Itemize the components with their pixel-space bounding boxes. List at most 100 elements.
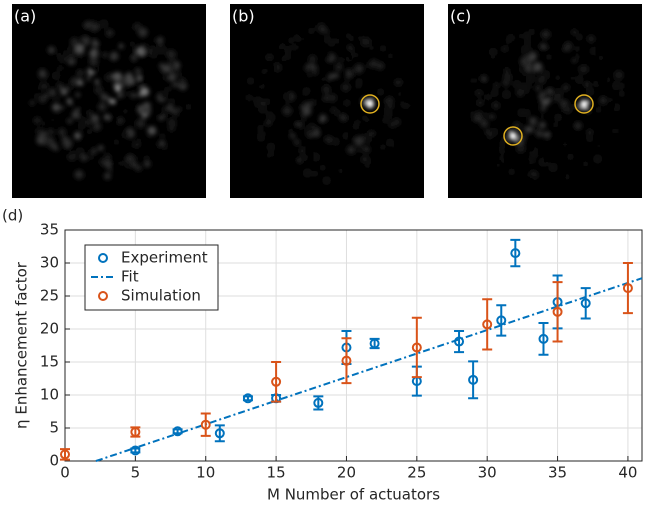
speckle-grain — [253, 101, 261, 108]
speckle-grain — [78, 135, 83, 141]
speckle-grain — [311, 64, 317, 70]
speckle-grain — [303, 47, 311, 55]
speckle-grain — [346, 145, 356, 154]
speckle-grain — [29, 100, 35, 106]
speckle-grain — [116, 34, 122, 40]
speckle-grain — [351, 27, 356, 32]
focus-ring — [574, 94, 594, 114]
speckle-grain — [149, 144, 159, 155]
speckle-grain — [520, 162, 526, 168]
speckle-grain — [388, 121, 396, 129]
speckle-grain — [118, 43, 124, 49]
speckle-grain — [59, 105, 65, 110]
speckle-grain — [473, 85, 478, 90]
speckle-grain — [41, 121, 47, 126]
speckle-grain — [137, 27, 148, 38]
speckle-grain — [162, 75, 168, 81]
speckle-grain — [608, 63, 618, 72]
speckle-grain — [532, 103, 539, 109]
speckle-grain — [369, 59, 379, 69]
y-tick-label: 10 — [40, 386, 59, 404]
speckle-grain — [481, 55, 490, 64]
speckle-grain — [122, 108, 129, 114]
speckle-grain — [97, 102, 107, 112]
speckle-grain — [78, 51, 85, 58]
speckle-grain — [539, 114, 545, 119]
speckle-grain — [315, 100, 326, 110]
speckle-grain — [67, 29, 73, 35]
speckle-image: (b) — [230, 4, 424, 198]
speckle-grain — [316, 120, 325, 128]
speckle-grain — [302, 106, 312, 116]
speckle-grain — [135, 118, 146, 129]
speckle-grain — [517, 123, 524, 130]
speckle-grain — [166, 64, 171, 70]
speckle-grain — [495, 37, 501, 42]
speckle-grain — [158, 62, 165, 70]
speckle-grain — [355, 164, 361, 169]
speckle-grain — [525, 164, 532, 171]
speckle-grain — [290, 133, 296, 139]
speckle-grain — [170, 112, 175, 118]
speckle-grain — [77, 107, 88, 118]
speckle-grain — [536, 75, 546, 85]
speckle-grain — [333, 109, 341, 117]
y-tick-label: 15 — [40, 353, 59, 371]
y-tick-label: 0 — [49, 452, 59, 470]
speckle — [26, 18, 192, 184]
speckle-grain — [76, 69, 84, 77]
error-bar — [510, 238, 521, 268]
speckle-grain — [503, 152, 512, 162]
speckle-grain — [490, 88, 499, 98]
y-tick-label: 25 — [40, 287, 59, 305]
speckle-grain — [400, 80, 409, 89]
speckle-grain — [606, 101, 615, 110]
speckle-grain — [293, 68, 302, 77]
speckle-grain — [553, 113, 563, 122]
speckle-grain — [369, 45, 375, 51]
speckle-grain — [156, 71, 164, 80]
error-bar — [580, 287, 591, 320]
x-tick-label: 35 — [548, 464, 567, 482]
speckle-grain — [256, 133, 266, 142]
speckle-grain — [143, 155, 150, 162]
speckle-grain — [388, 87, 399, 97]
speckle-grain — [484, 132, 490, 138]
speckle-grain — [134, 68, 142, 75]
speckle-grain — [480, 142, 486, 148]
speckle-grain — [597, 115, 608, 126]
speckle-grain — [247, 112, 253, 117]
speckle-grain — [527, 145, 535, 152]
error-bar — [552, 281, 563, 343]
speckle-grain — [319, 114, 327, 122]
speckle-grain — [82, 29, 88, 34]
speckle-grain — [492, 101, 500, 110]
speckle-grain — [368, 83, 379, 94]
marker — [369, 338, 380, 349]
speckle-grain — [297, 30, 305, 38]
speckle-grain — [284, 45, 293, 54]
speckle-grain — [571, 28, 578, 36]
speckle-grain — [555, 170, 566, 181]
speckle-grain — [139, 87, 149, 97]
panel-label: (a) — [14, 7, 36, 26]
speckle-grain — [567, 153, 574, 161]
x-tick-label: 25 — [407, 464, 426, 482]
speckle-grain — [342, 163, 352, 173]
speckle-grain — [607, 125, 612, 131]
speckle-grain — [288, 147, 297, 156]
speckle-grain — [286, 119, 295, 129]
speckle-grain — [106, 97, 113, 103]
panel-label: (b) — [232, 7, 255, 26]
speckle-grain — [128, 63, 135, 69]
speckle-grain — [320, 77, 326, 82]
speckle-grain — [131, 161, 138, 168]
speckle-grain — [266, 64, 276, 74]
x-tick-label: 0 — [60, 464, 70, 482]
marker — [200, 419, 211, 430]
speckle-grain — [540, 105, 547, 112]
speckle-grain — [508, 103, 514, 110]
speckle-grain — [502, 120, 508, 126]
speckle-grain — [288, 128, 294, 133]
